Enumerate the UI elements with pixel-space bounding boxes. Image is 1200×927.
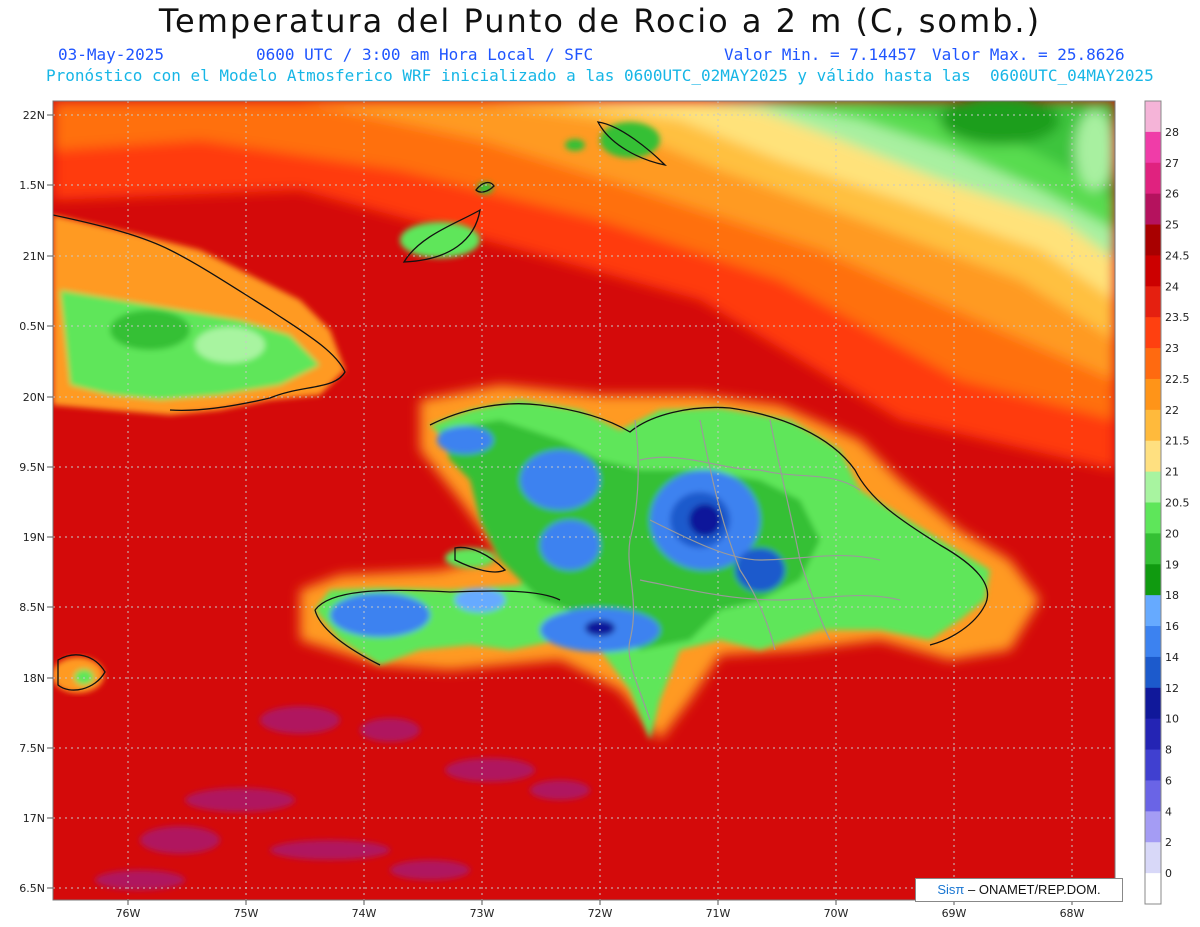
colorbar-swatch xyxy=(1145,131,1161,164)
colorbar-label: 21.5 xyxy=(1165,435,1190,448)
lat-label: 21N xyxy=(23,250,45,263)
credit-sis: Sis xyxy=(937,882,956,897)
coastlines xyxy=(53,121,989,691)
colorbar-swatch xyxy=(1145,224,1161,256)
lat-label: 17N xyxy=(23,812,45,825)
lat-label: 8.5N xyxy=(19,601,45,614)
forecast-time: 0600 UTC / 3:00 am Hora Local / SFC xyxy=(256,45,594,64)
colorbar-swatch xyxy=(1145,162,1161,195)
lon-label: 72W xyxy=(588,907,613,920)
colorbar-swatch xyxy=(1145,255,1161,287)
colorbar-label: 22 xyxy=(1165,404,1179,417)
map-field xyxy=(53,101,1115,900)
lat-label: 19N xyxy=(23,531,45,544)
colorbar-label: 6 xyxy=(1165,774,1172,787)
colorbar-swatch xyxy=(1145,564,1161,596)
min-value: Valor Min. = 7.14457 xyxy=(724,45,917,64)
lon-label: 70W xyxy=(824,907,849,920)
max-value: Valor Max. = 25.8626 xyxy=(932,45,1125,64)
lat-label: 1.5N xyxy=(19,179,45,192)
colorbar-label: 24 xyxy=(1165,280,1179,293)
colorbar-frame xyxy=(1144,100,1162,905)
latitude-labels: 22N 1.5N 21N 0.5N 20N 9.5N 19N 8.5N 18N … xyxy=(19,109,53,895)
colorbar-swatch xyxy=(1145,101,1161,133)
colorbar-label: 20.5 xyxy=(1165,497,1190,510)
colorbar-swatch xyxy=(1145,687,1161,720)
colorbar-swatch xyxy=(1145,873,1161,905)
colorbar-label: 23.5 xyxy=(1165,311,1190,324)
colorbar-swatch xyxy=(1145,440,1161,473)
lat-label: 22N xyxy=(23,109,45,122)
lat-label: 20N xyxy=(23,391,45,404)
colorbar-swatch xyxy=(1145,286,1161,318)
colorbar-label: 19 xyxy=(1165,558,1179,571)
colorbar-swatch xyxy=(1145,595,1161,627)
colorbar-swatch xyxy=(1145,471,1161,503)
lon-label: 69W xyxy=(942,907,967,920)
colorbar-label: 18 xyxy=(1165,589,1179,602)
credit-box: Sisπ – ONAMET/REP.DOM. xyxy=(915,878,1123,902)
colorbar-swatch xyxy=(1145,533,1161,565)
colorbar-swatch xyxy=(1145,718,1161,751)
model-description: Pronóstico con el Modelo Atmosferico WRF… xyxy=(46,66,1154,85)
colorbar-label: 25 xyxy=(1165,219,1179,232)
colorbar-label: 14 xyxy=(1165,651,1179,664)
lon-label: 75W xyxy=(234,907,259,920)
credit-pi: π xyxy=(955,882,965,897)
colorbar-label: 8 xyxy=(1165,744,1172,757)
colorbar-swatch xyxy=(1145,656,1161,689)
colorbar-swatch xyxy=(1145,317,1161,349)
colorbar-swatch xyxy=(1145,780,1161,812)
lon-label: 73W xyxy=(470,907,495,920)
political-boundaries xyxy=(628,419,901,721)
lat-label: 7.5N xyxy=(19,742,45,755)
lon-label: 74W xyxy=(352,907,377,920)
lon-label: 68W xyxy=(1060,907,1085,920)
colorbar-label: 4 xyxy=(1165,805,1172,818)
lat-label: 18N xyxy=(23,672,45,685)
colorbar-swatch xyxy=(1145,502,1161,534)
colorbar-label: 24.5 xyxy=(1165,249,1190,262)
colorbar-swatch xyxy=(1145,378,1161,411)
credit-org: – ONAMET/REP.DOM. xyxy=(964,882,1101,897)
colorbar-label: 2 xyxy=(1165,836,1172,849)
colorbar-swatch xyxy=(1145,811,1161,843)
forecast-date: 03-May-2025 xyxy=(58,45,164,64)
colorbar-label: 20 xyxy=(1165,527,1179,540)
lon-label: 71W xyxy=(706,907,731,920)
lat-label: 9.5N xyxy=(19,461,45,474)
colorbar: 2827262524.52423.52322.52221.52120.52019… xyxy=(1144,100,1190,905)
colorbar-label: 16 xyxy=(1165,620,1179,633)
colorbar-label: 27 xyxy=(1165,157,1179,170)
colorbar-label: 28 xyxy=(1165,126,1179,139)
sispi-logo: Sisπ xyxy=(937,882,964,897)
lon-label: 76W xyxy=(116,907,141,920)
colorbar-label: 12 xyxy=(1165,682,1179,695)
lat-label: 0.5N xyxy=(19,320,45,333)
colorbar-swatch xyxy=(1145,348,1161,380)
colorbar-label: 0 xyxy=(1165,867,1172,880)
colorbar-swatch xyxy=(1145,626,1161,658)
colorbar-label: 26 xyxy=(1165,188,1179,201)
colorbar-label: 23 xyxy=(1165,342,1179,355)
colorbar-swatch xyxy=(1145,749,1161,781)
colorbar-swatch xyxy=(1145,193,1161,226)
longitude-labels: 76W 75W 74W 73W 72W 71W 70W 69W 68W xyxy=(116,900,1085,920)
colorbar-swatch xyxy=(1145,409,1161,442)
map-title: Temperatura del Punto de Rocio a 2 m (C,… xyxy=(158,2,1042,40)
colorbar-label: 21 xyxy=(1165,466,1179,479)
colorbar-label: 22.5 xyxy=(1165,373,1190,386)
colorbar-swatch xyxy=(1145,842,1161,874)
colorbar-label: 10 xyxy=(1165,713,1179,726)
lat-label: 6.5N xyxy=(19,882,45,895)
